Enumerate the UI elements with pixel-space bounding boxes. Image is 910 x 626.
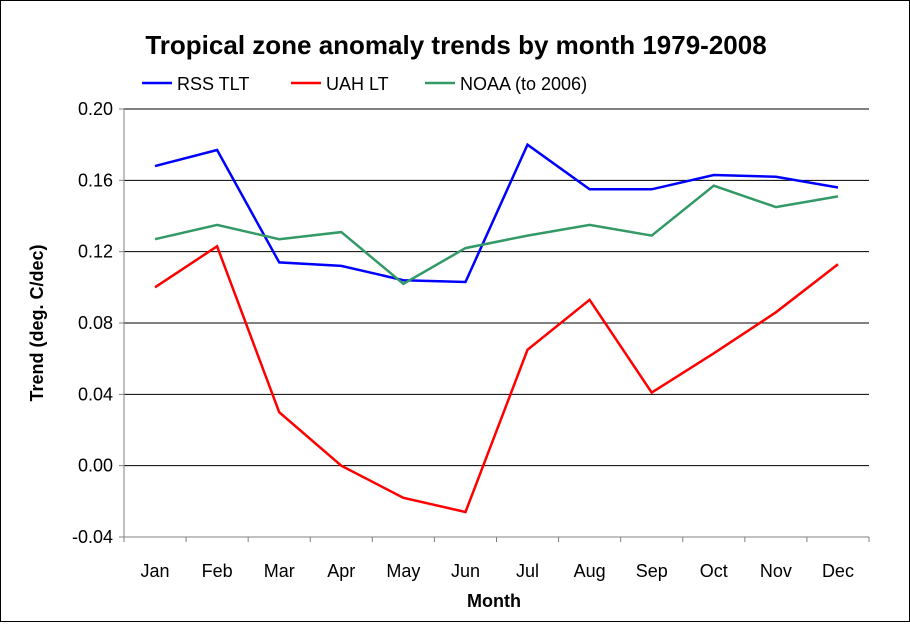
legend-label: RSS TLT <box>177 74 249 94</box>
x-tick-label: Feb <box>202 561 233 581</box>
x-tick-label: Dec <box>822 561 854 581</box>
x-axis-label: Month <box>467 591 521 611</box>
series-line-rss-tlt <box>154 142 839 284</box>
legend-label: NOAA (to 2006) <box>460 74 587 94</box>
x-tick-label: Jul <box>516 561 539 581</box>
y-tick-label: 0.00 <box>78 456 113 476</box>
x-tick-label: Mar <box>264 561 295 581</box>
y-axis-label: Trend (deg. C/dec) <box>27 244 47 401</box>
x-axis-ticks: Jan Feb Mar Apr May Jun Jul Aug Sep Oct Nov Dec <box>123 537 870 581</box>
x-tick-label: Nov <box>760 561 792 581</box>
y-tick-label: 0.08 <box>78 313 113 333</box>
x-tick-label: Aug <box>574 561 606 581</box>
y-tick-label: -0.04 <box>72 527 113 547</box>
y-axis-ticks: 0.20 0.16 0.12 0.08 0.04 0.00 -0.04 <box>72 99 124 547</box>
x-tick-label: Sep <box>636 561 668 581</box>
gridlines <box>124 108 869 467</box>
series-line-uah-lt <box>154 244 839 514</box>
y-tick-label: 0.20 <box>78 99 113 119</box>
x-tick-label: Apr <box>327 561 355 581</box>
series-line-noaa-to-2006 <box>154 184 839 286</box>
chart-title: Tropical zone anomaly trends by month 19… <box>145 30 766 60</box>
x-tick-label: Jan <box>141 561 170 581</box>
x-tick-label: May <box>386 561 420 581</box>
legend-label: UAH LT <box>326 74 389 94</box>
legend: RSS TLT UAH LT NOAA (to 2006) <box>142 74 587 94</box>
legend-item: RSS TLT <box>142 74 249 94</box>
y-tick-label: 0.04 <box>78 384 113 404</box>
y-tick-label: 0.16 <box>78 170 113 190</box>
series-lines <box>154 142 839 514</box>
x-tick-label: Jun <box>451 561 480 581</box>
legend-item: UAH LT <box>291 74 389 94</box>
x-tick-label: Oct <box>700 561 728 581</box>
y-tick-label: 0.12 <box>78 242 113 262</box>
legend-item: NOAA (to 2006) <box>425 74 587 94</box>
